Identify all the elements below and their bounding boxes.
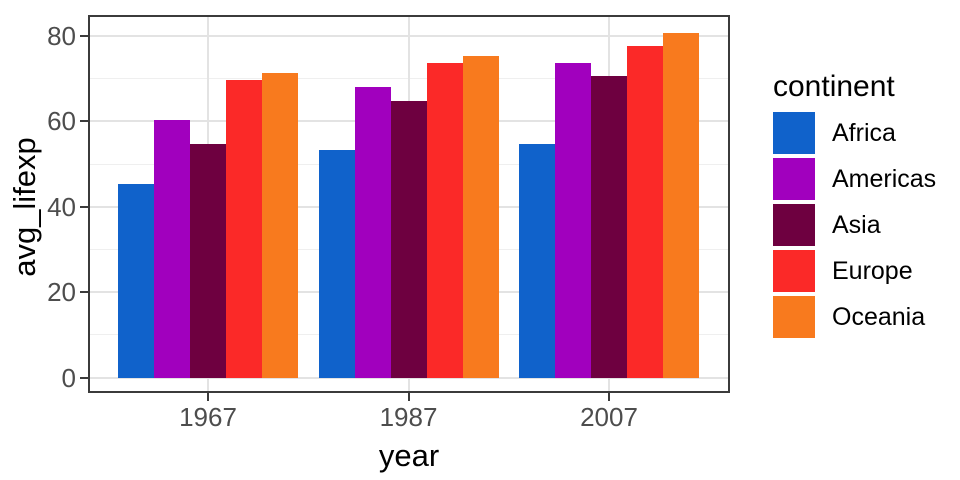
legend-title: continent bbox=[773, 70, 895, 103]
bar-oceania-1967 bbox=[262, 73, 298, 378]
legend-items: Africa Americas Asia Europe Oceania bbox=[773, 112, 936, 338]
x-tick-mark-2007 bbox=[608, 393, 610, 401]
legend-item-americas: Americas bbox=[773, 158, 936, 200]
y-tick-label-60: 60 bbox=[47, 106, 76, 137]
bar-europe-2007 bbox=[627, 46, 663, 378]
legend-item-oceania: Oceania bbox=[773, 296, 936, 338]
bar-americas-2007 bbox=[555, 63, 591, 378]
y-tick-mark-60 bbox=[80, 120, 88, 123]
bar-europe-1967 bbox=[226, 79, 262, 378]
legend-item-africa: Africa bbox=[773, 112, 936, 154]
bar-oceania-2007 bbox=[663, 32, 699, 378]
x-tick-label-2007: 2007 bbox=[580, 402, 638, 432]
y-tick-mark-80 bbox=[80, 34, 88, 37]
legend-key-asia-swatch bbox=[773, 204, 815, 246]
y-tick-label-80: 80 bbox=[47, 20, 76, 51]
legend: continent Africa Americas Asia Europe Oceani… bbox=[773, 70, 936, 342]
bar-africa-1967 bbox=[118, 184, 154, 378]
bar-europe-1987 bbox=[426, 63, 463, 378]
x-tick-label-1987: 1987 bbox=[379, 402, 438, 432]
x-tick-mark-1987 bbox=[407, 393, 410, 401]
bar-americas-1967 bbox=[154, 119, 190, 378]
legend-key-africa-swatch bbox=[773, 112, 815, 154]
bar-americas-1987 bbox=[354, 86, 391, 378]
legend-label-europe: Europe bbox=[832, 256, 913, 285]
legend-item-europe: Europe bbox=[773, 250, 936, 292]
y-tick-label-20: 20 bbox=[47, 277, 76, 308]
bar-asia-1967 bbox=[190, 144, 226, 378]
y-tick-mark-20 bbox=[80, 291, 88, 294]
bar-asia-2007 bbox=[591, 75, 627, 378]
y-tick-label-40: 40 bbox=[47, 191, 76, 222]
legend-label-asia: Asia bbox=[832, 210, 881, 239]
y-tick-label-0: 0 bbox=[61, 362, 76, 393]
x-tick-label-1967: 1967 bbox=[179, 402, 237, 432]
bar-oceania-1987 bbox=[462, 56, 499, 378]
bar-asia-1987 bbox=[390, 100, 427, 378]
x-tick-mark-1967 bbox=[207, 393, 209, 401]
legend-key-americas-swatch bbox=[773, 158, 815, 200]
bar-africa-2007 bbox=[519, 143, 555, 378]
legend-label-oceania: Oceania bbox=[832, 302, 926, 331]
plot-panel bbox=[88, 15, 730, 393]
x-axis-title: year bbox=[378, 438, 440, 473]
y-tick-mark-40 bbox=[80, 205, 88, 208]
legend-key-oceania-swatch bbox=[773, 296, 815, 338]
y-tick-mark-0 bbox=[80, 376, 88, 379]
legend-label-africa: Africa bbox=[832, 118, 896, 147]
legend-label-americas: Americas bbox=[832, 164, 937, 193]
legend-key-europe-swatch bbox=[773, 250, 815, 292]
legend-item-asia: Asia bbox=[773, 204, 936, 246]
bar-africa-1987 bbox=[318, 149, 355, 378]
